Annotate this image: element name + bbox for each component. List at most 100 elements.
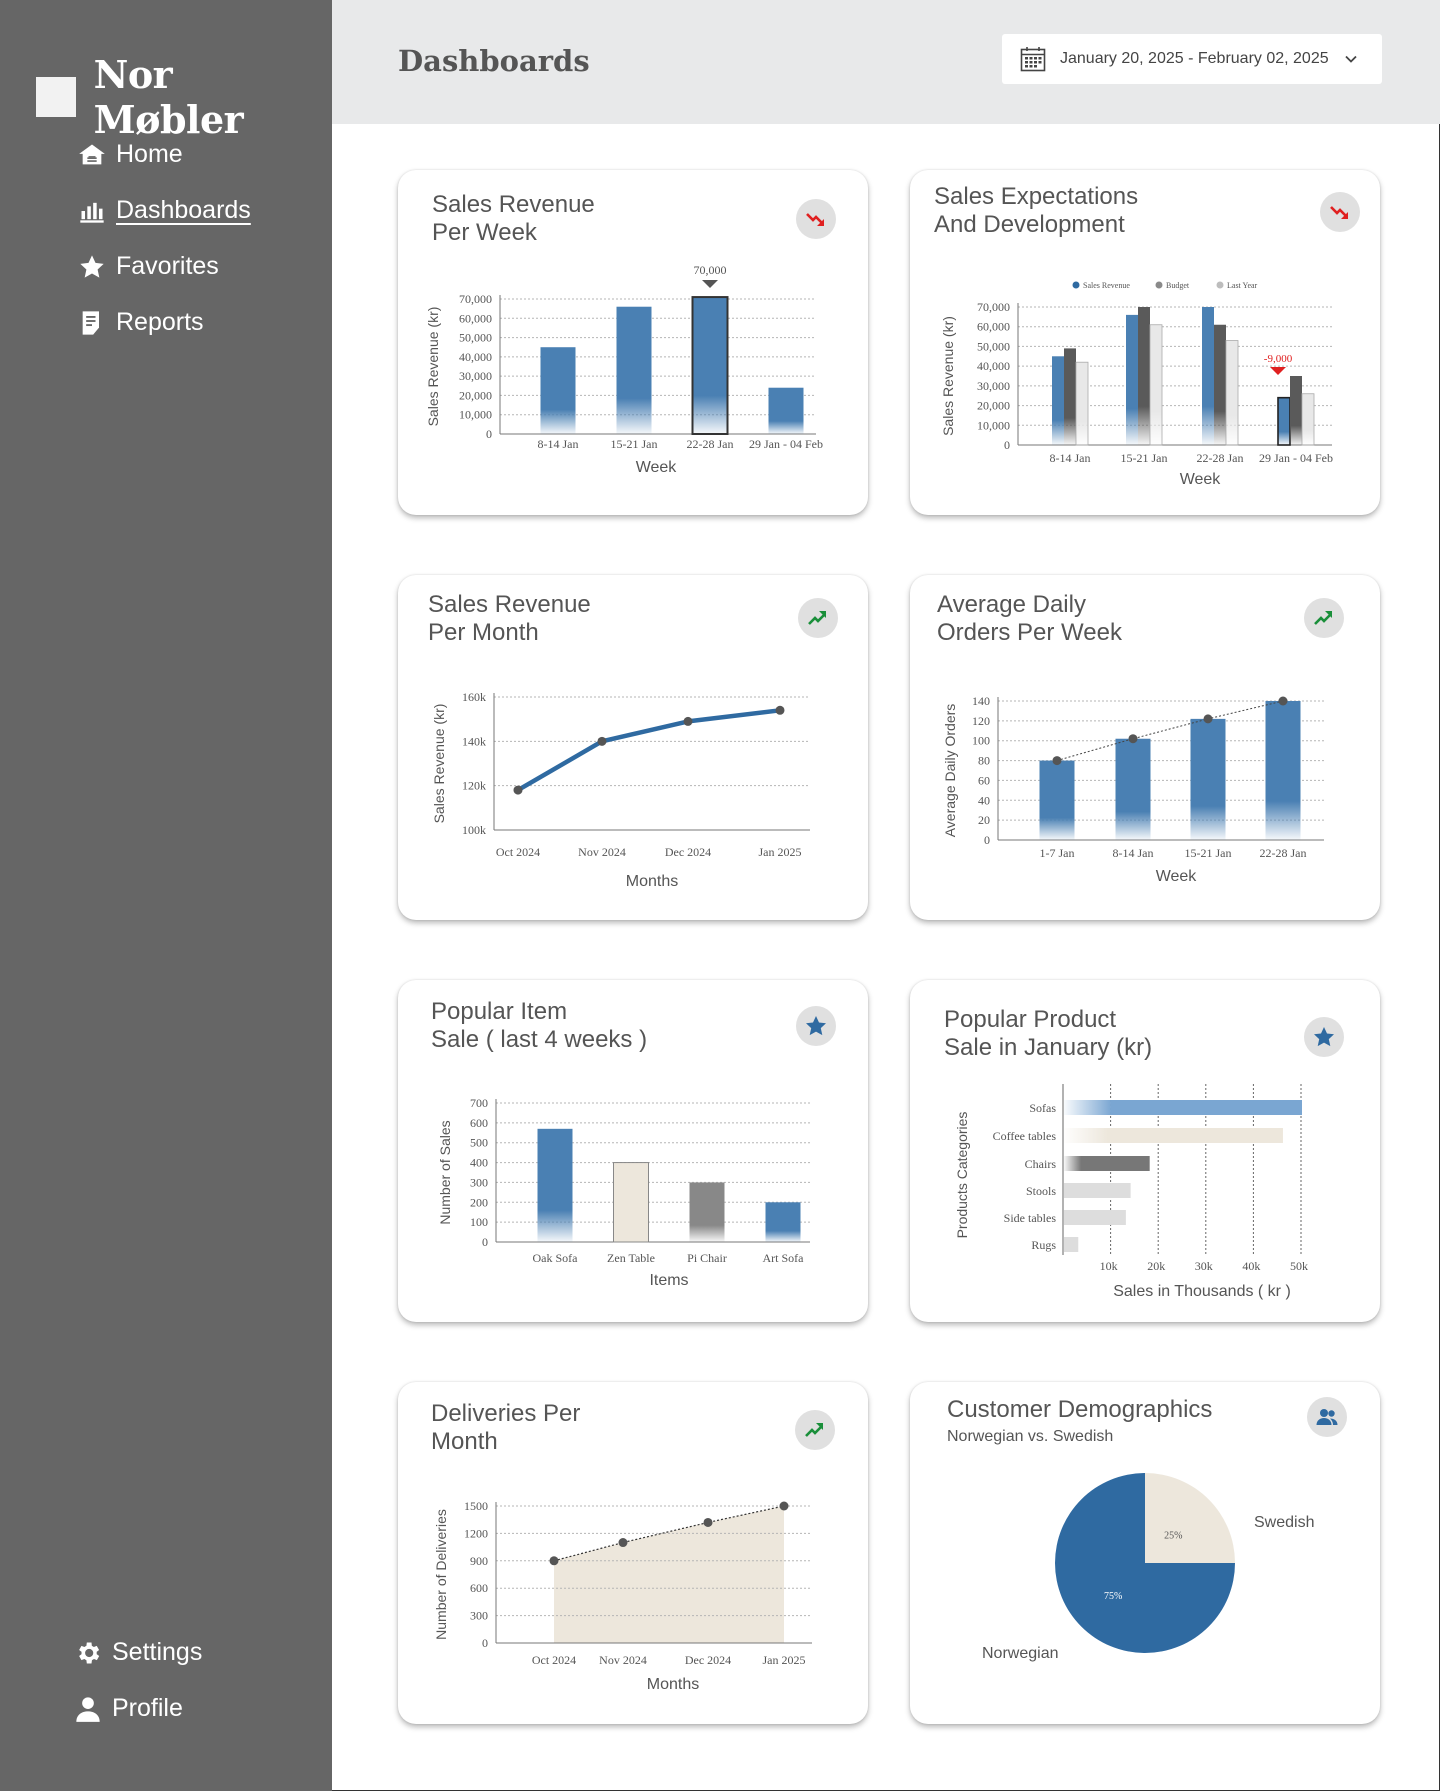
- x-tick-label: 30k: [1195, 1259, 1213, 1273]
- favorite-badge[interactable]: [796, 1006, 836, 1046]
- bar: [1039, 760, 1075, 840]
- demographics-chart: 25% 75% Swedish Norwegian: [982, 1473, 1314, 1662]
- sidebar-item-settings[interactable]: Settings: [74, 1638, 202, 1667]
- bar: [1190, 718, 1226, 840]
- x-tick-label: 40k: [1242, 1259, 1260, 1273]
- sidebar-item-label: Favorites: [116, 252, 219, 280]
- sidebar-item-profile[interactable]: Profile: [74, 1694, 183, 1723]
- bar: [616, 306, 652, 434]
- x-tick-label: Art Sofa: [763, 1251, 805, 1265]
- data-point: [1052, 756, 1062, 766]
- popular-product-chart: 10k 20k 30k 40k 50k Sofas Coffee tables Chairs S…: [954, 1084, 1308, 1300]
- y-axis-label: Sales Revenue (kr): [431, 704, 447, 824]
- trend-badge[interactable]: [795, 1410, 835, 1450]
- x-axis-label: Week: [1180, 471, 1222, 488]
- calendar-icon: [1020, 47, 1046, 72]
- x-axis-label: Week: [1156, 868, 1198, 885]
- y-tick-label: 140k: [462, 734, 486, 748]
- bar: [540, 347, 576, 434]
- y-tick-label: 60: [978, 773, 990, 787]
- x-tick-label: Oct 2024: [532, 1653, 576, 1667]
- trend-badge[interactable]: [798, 598, 838, 638]
- bar: [689, 1182, 725, 1242]
- card-average-daily-orders[interactable]: Average Daily Orders Per Week 0 20 40 60 80 1…: [910, 575, 1380, 920]
- y-tick-label: 50,000: [977, 339, 1010, 353]
- series-line: [553, 1505, 785, 1562]
- card-popular-product[interactable]: Popular Product Sale in January (kr) 10k…: [910, 980, 1380, 1322]
- x-tick-label: Pi Chair: [687, 1251, 727, 1265]
- card-title: Sales Expectations And Development: [934, 183, 1139, 238]
- x-tick-label: 8-14 Jan: [538, 437, 579, 451]
- favorite-badge[interactable]: [1304, 1017, 1344, 1057]
- bar: [691, 296, 729, 435]
- card-customer-demographics[interactable]: Customer Demographics Norwegian vs. Swed…: [910, 1382, 1380, 1724]
- y-tick-label: 400: [470, 1156, 488, 1170]
- card-sales-revenue-week[interactable]: Sales Revenue Per Week 0 10,000 20,000 30,0…: [398, 170, 868, 515]
- annotation-marker: [1270, 367, 1286, 375]
- sidebar-item-label: Home: [116, 140, 183, 168]
- demographics-badge[interactable]: [1307, 1397, 1347, 1437]
- bar: [1064, 1156, 1150, 1171]
- y-axis-label: Number of Deliveries: [433, 1509, 449, 1640]
- y-tick-label: 100: [972, 734, 990, 748]
- date-range-picker[interactable]: January 20, 2025 - February 02, 2025: [1002, 34, 1382, 84]
- trend-badge[interactable]: [1320, 192, 1360, 232]
- sidebar-item-favorites[interactable]: Favorites: [78, 252, 219, 281]
- bar: [1138, 307, 1150, 445]
- card-title: Sales Revenue Per Month: [428, 591, 591, 646]
- card-title: Deliveries Per Month: [431, 1400, 581, 1455]
- x-tick-label: 22-28 Jan: [687, 437, 734, 451]
- y-tick-label: 20,000: [459, 388, 492, 402]
- trend-up-icon: [1314, 611, 1332, 625]
- x-tick-label: Jan 2025: [763, 1653, 806, 1667]
- y-axis-label: Number of Sales: [437, 1120, 453, 1224]
- trend-badge[interactable]: [1304, 598, 1344, 638]
- x-axis-label: Months: [626, 873, 678, 890]
- y-tick-label: 600: [470, 1116, 488, 1130]
- star-icon: [80, 254, 104, 278]
- y-tick-label: 1500: [464, 1499, 488, 1513]
- annotation-marker: [702, 280, 718, 288]
- sidebar-item-label: Profile: [112, 1694, 183, 1722]
- trend-down-icon: [806, 213, 824, 226]
- x-tick-label: 22-28 Jan: [1260, 846, 1307, 860]
- x-tick-label: Nov 2024: [578, 845, 626, 859]
- bar: [1064, 348, 1076, 445]
- brand[interactable]: Nor Møbler: [36, 52, 332, 142]
- y-tick-label: 80: [978, 754, 990, 768]
- legend-label: Budget: [1166, 281, 1190, 290]
- y-tick-label: 40,000: [459, 350, 492, 364]
- bar: [1115, 738, 1151, 840]
- legend-label: Sales Revenue: [1083, 281, 1130, 290]
- report-icon: [82, 310, 99, 335]
- y-tick-label: 0: [482, 1235, 488, 1249]
- card-sales-revenue-month[interactable]: Sales Revenue Per Month 100k 120k 140k 160k…: [398, 575, 868, 920]
- card-popular-item[interactable]: Popular Item Sale ( last 4 weeks ) 0 100 2…: [398, 980, 868, 1322]
- card-sales-expectations[interactable]: Sales Expectations And Development 0 10,0…: [910, 170, 1380, 515]
- x-tick-label: 15-21 Jan: [611, 437, 658, 451]
- header: Dashboards January 20, 2025 - February 0…: [332, 0, 1440, 124]
- y-tick-label: 100k: [462, 823, 486, 837]
- page-title: Dashboards: [398, 44, 590, 78]
- y-tick-label: 60,000: [459, 311, 492, 325]
- bar: [1064, 1210, 1126, 1225]
- bar: [1265, 701, 1301, 840]
- sidebar-item-home[interactable]: Home: [78, 140, 183, 169]
- x-tick-label: 29 Jan - 04 Feb: [1259, 451, 1333, 465]
- y-tick-label: 30,000: [459, 369, 492, 383]
- sidebar-item-reports[interactable]: Reports: [78, 308, 204, 337]
- card-deliveries[interactable]: Deliveries Per Month 0 300 600 900 1200 1500 N…: [398, 1382, 868, 1724]
- legend-swatch: [1072, 281, 1080, 289]
- trend-badge[interactable]: [796, 199, 836, 239]
- y-tick-label: 10,000: [459, 408, 492, 422]
- y-tick-label: 40: [978, 793, 990, 807]
- trend-up-icon: [808, 611, 826, 625]
- bar: [1126, 314, 1138, 445]
- trend-down-icon: [1330, 206, 1348, 219]
- bar: [1277, 396, 1291, 446]
- y-tick-label: 120k: [462, 779, 486, 793]
- star-icon: [1314, 1027, 1334, 1047]
- x-axis-label: Week: [636, 459, 678, 476]
- sidebar-item-dashboards[interactable]: Dashboards: [78, 196, 251, 225]
- y-tick-label: Side tables: [1004, 1211, 1057, 1225]
